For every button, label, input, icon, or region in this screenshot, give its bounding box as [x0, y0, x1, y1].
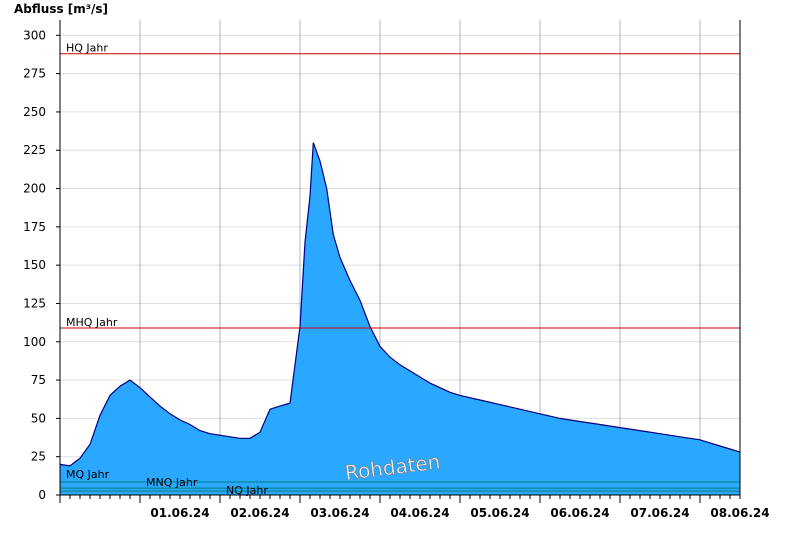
x-tick-label: 03.06.24 — [310, 506, 369, 520]
x-tick-label: 06.06.24 — [550, 506, 609, 520]
y-tick-label: 100 — [23, 335, 46, 349]
x-tick-label: 04.06.24 — [390, 506, 449, 520]
y-axis-label: Abfluss [m³/s] — [14, 2, 108, 16]
grid — [60, 20, 740, 495]
reference-line-label: MNQ Jahr — [146, 476, 198, 489]
y-tick-label: 225 — [23, 143, 46, 157]
x-tick-label: 01.06.24 — [150, 506, 209, 520]
discharge-line — [59, 142, 741, 467]
reference-line-label: NQ Jahr — [226, 484, 268, 497]
y-tick-label: 125 — [23, 296, 46, 310]
y-tick-label: 250 — [23, 105, 46, 119]
y-tick-label: 50 — [31, 411, 46, 425]
y-tick-label: 0 — [38, 488, 46, 502]
y-tick-label: 175 — [23, 220, 46, 234]
y-tick-label: 75 — [31, 373, 46, 387]
x-tick-label: 02.06.24 — [230, 506, 289, 520]
reference-line-label: HQ Jahr — [66, 42, 108, 55]
reference-line-label: MHQ Jahr — [66, 316, 118, 329]
y-tick-label: 300 — [23, 28, 46, 42]
x-tick-label: 07.06.24 — [630, 506, 689, 520]
reference-lines: HQ Jahr MHQ Jahr MQ Jahr MNQ Jahr NQ Jahr — [60, 42, 740, 497]
x-tick-label: 08.06.24 — [710, 506, 769, 520]
y-tick-label: 150 — [23, 258, 46, 272]
discharge-fill — [60, 142, 740, 495]
reference-line-label: MQ Jahr — [66, 468, 110, 481]
y-tick-label: 25 — [31, 450, 46, 464]
x-tick-label: 05.06.24 — [470, 506, 529, 520]
y-ticks: 0 25 50 75 100 125 150 175 200 225 250 275 300 — [23, 28, 60, 502]
y-tick-label: 200 — [23, 182, 46, 196]
discharge-area — [59, 142, 741, 495]
y-tick-label: 275 — [23, 67, 46, 81]
x-ticks: 01.06.24 02.06.24 03.06.24 04.06.24 05.06.24… — [59, 495, 770, 520]
